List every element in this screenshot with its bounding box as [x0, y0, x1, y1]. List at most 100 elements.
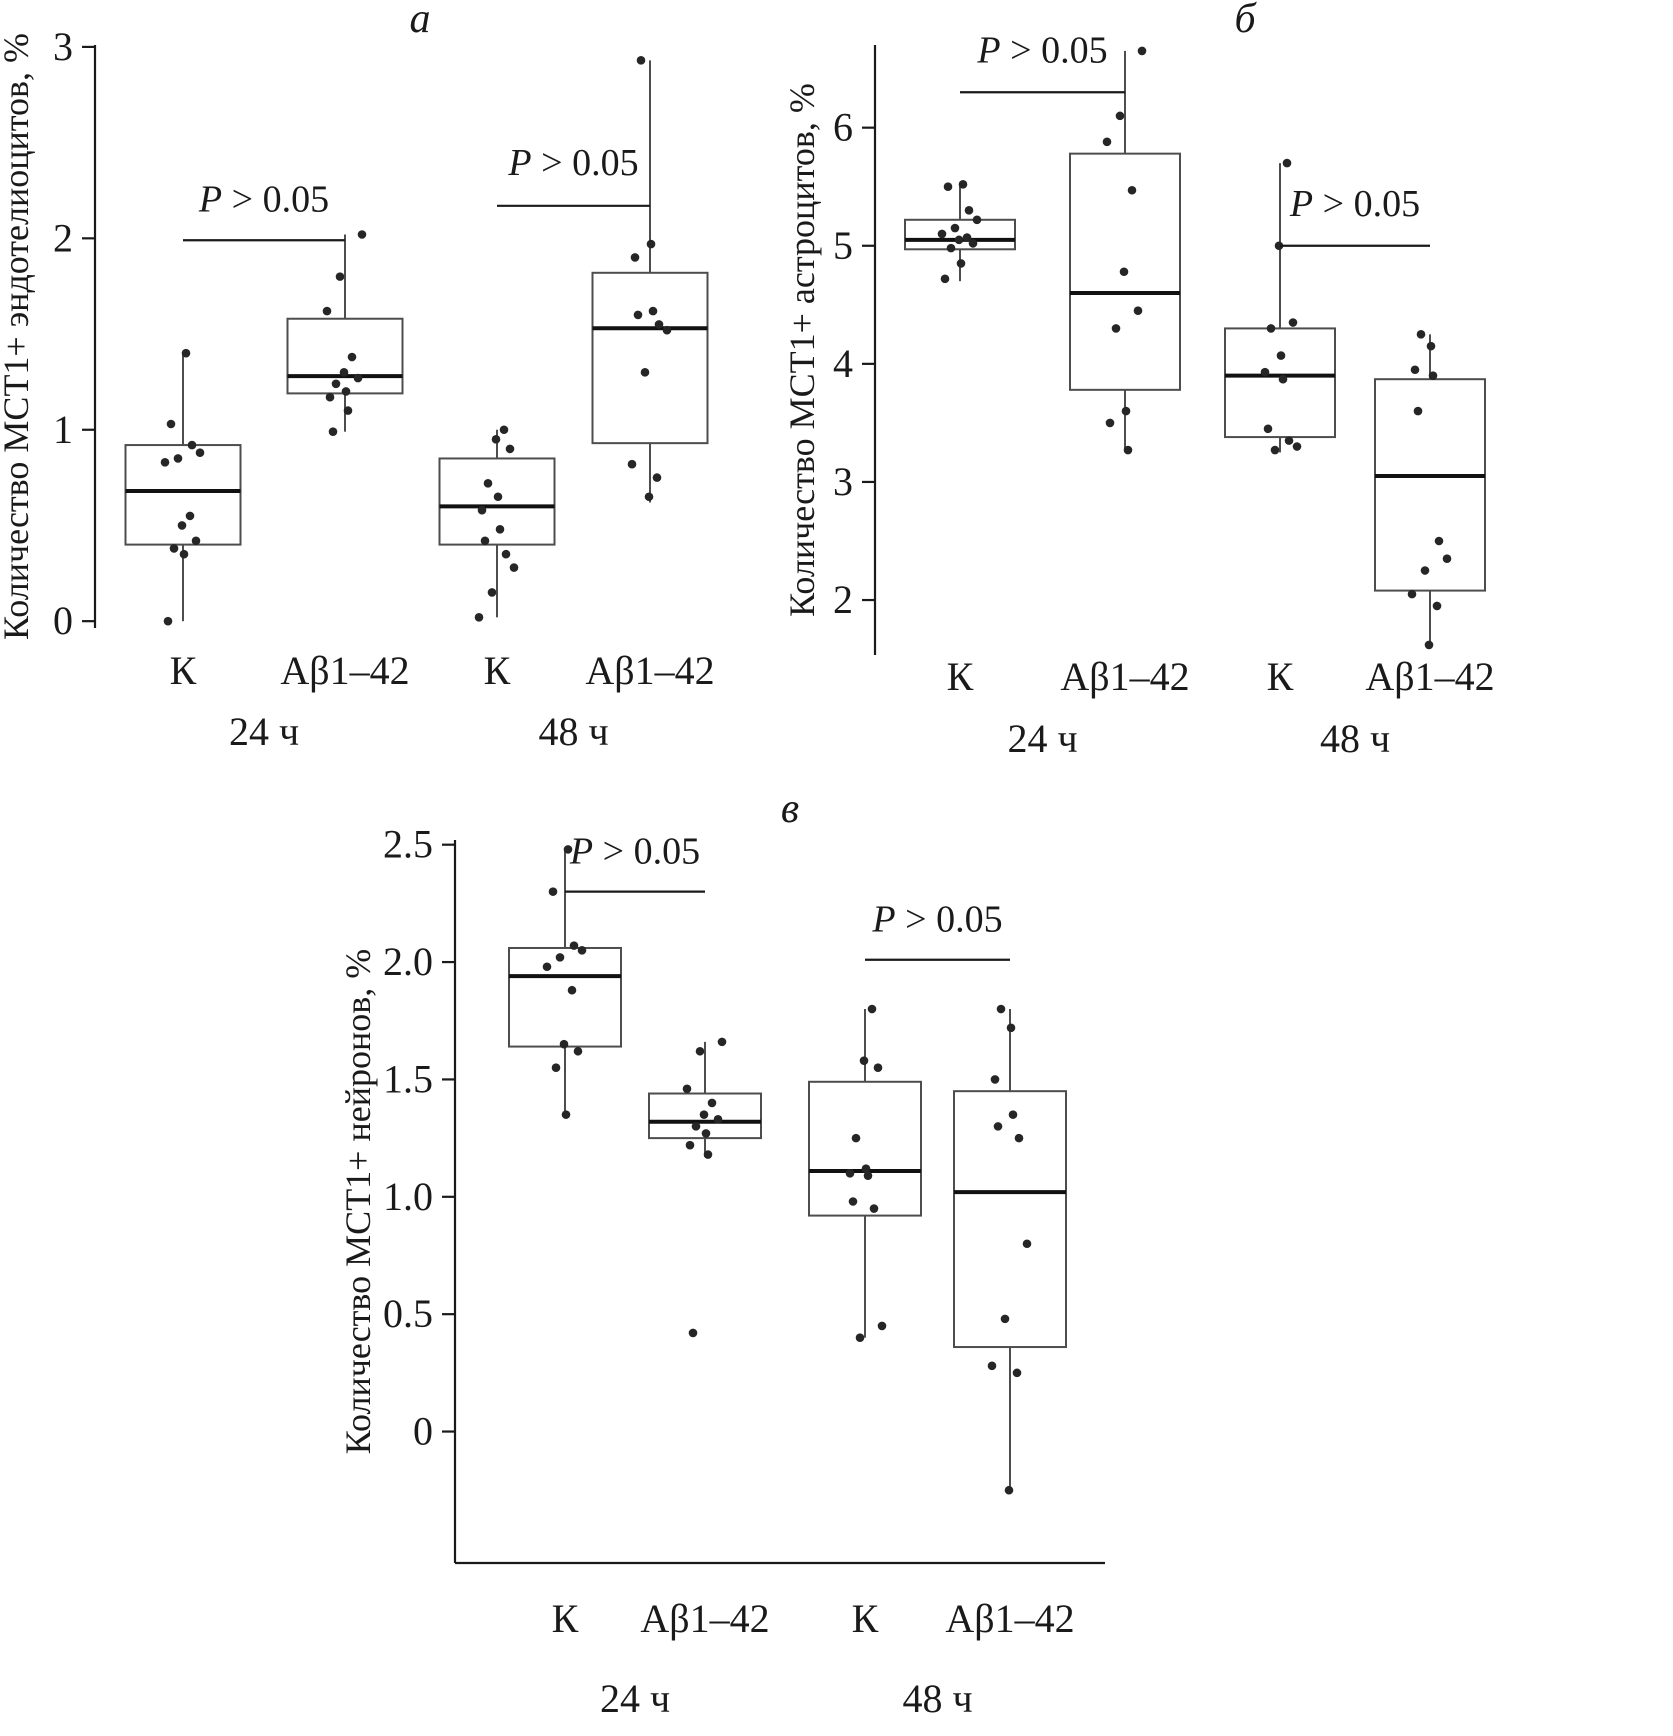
y-tick-label: 1.5 — [383, 1056, 433, 1101]
data-point — [996, 1004, 1006, 1014]
x-category-label: К — [484, 648, 511, 693]
data-point — [477, 505, 487, 515]
data-point — [1008, 1110, 1018, 1119]
data-point — [713, 1115, 723, 1124]
data-point — [1292, 442, 1302, 451]
data-point — [187, 440, 197, 450]
data-point — [1123, 445, 1133, 455]
x-category-label: Аβ1–42 — [1060, 654, 1189, 699]
data-point — [567, 985, 577, 995]
data-point — [347, 352, 357, 362]
data-point — [166, 419, 176, 429]
data-point — [160, 457, 170, 467]
data-point — [855, 1333, 865, 1342]
data-point — [173, 454, 183, 463]
box — [591, 271, 709, 445]
data-point — [1270, 445, 1280, 455]
data-point — [1102, 137, 1112, 147]
data-point — [1119, 267, 1129, 277]
y-axis-title: Количество МСТ1+ эндотелиоцитов, % — [0, 33, 36, 640]
data-point — [1426, 341, 1436, 351]
data-point — [701, 1129, 711, 1138]
data-point — [968, 239, 978, 248]
y-tick-label: 2.0 — [383, 939, 433, 984]
data-point — [644, 492, 654, 502]
y-tick-label: 3 — [53, 24, 73, 69]
x-category-label: Аβ1–42 — [280, 648, 409, 693]
data-point — [845, 1169, 855, 1178]
data-point — [328, 427, 338, 436]
box — [286, 317, 404, 395]
data-point — [1407, 589, 1417, 599]
data-point — [1282, 158, 1292, 168]
box — [808, 1080, 922, 1217]
data-point — [946, 243, 956, 253]
data-point — [1263, 424, 1273, 434]
y-tick-label: 1.0 — [383, 1174, 433, 1219]
data-point — [682, 1084, 692, 1094]
significance-text: P > 0.05 — [976, 30, 1107, 72]
data-point — [943, 182, 953, 192]
data-point — [648, 306, 658, 316]
data-point — [987, 1361, 997, 1371]
data-point — [1022, 1239, 1032, 1249]
data-point — [699, 1110, 709, 1119]
data-point — [956, 259, 966, 268]
data-point — [861, 1164, 871, 1173]
x-category-label: К — [852, 1596, 879, 1641]
data-point — [573, 1046, 583, 1056]
box — [508, 946, 622, 1048]
data-point — [177, 521, 187, 530]
data-point — [505, 444, 515, 454]
boxplot-panel-a: 0 1 2 3 Количество МСТ1+ эндотелиоцитов, % a К… — [0, 0, 715, 754]
data-point — [487, 588, 497, 597]
box — [953, 1090, 1067, 1349]
panel-label: в — [781, 786, 799, 832]
data-point — [940, 274, 950, 284]
data-point — [633, 310, 643, 320]
x-category-label: Аβ1–42 — [945, 1596, 1074, 1641]
data-point — [1127, 185, 1137, 195]
x-group-label: 48 ч — [1320, 716, 1390, 761]
panel-label: б — [1234, 0, 1257, 42]
data-point — [695, 1046, 705, 1056]
significance-text: P > 0.05 — [1289, 183, 1420, 225]
y-tick-label: 3 — [833, 459, 853, 504]
data-point — [993, 1122, 1003, 1131]
x-category-label: Аβ1–42 — [1365, 654, 1494, 699]
data-point — [990, 1075, 1000, 1084]
boxplot-panel-v: 0 0.5 1.0 1.5 2.0 2.5 Количество МСТ1+ нейроно… — [338, 786, 1105, 1721]
x-category-label: Аβ1–42 — [640, 1596, 769, 1641]
data-point — [691, 1122, 701, 1131]
data-point — [499, 425, 509, 435]
data-point — [561, 1110, 571, 1119]
data-point — [1266, 324, 1276, 333]
data-point — [851, 1133, 861, 1143]
data-point — [1274, 241, 1284, 251]
data-point — [1434, 536, 1444, 546]
data-point — [548, 887, 558, 896]
data-point — [491, 435, 501, 444]
y-tick-label: 0 — [413, 1409, 433, 1454]
data-point — [962, 233, 972, 242]
y-tick-label: 1 — [53, 407, 73, 452]
data-point — [325, 392, 335, 402]
y-tick-label: 4 — [833, 341, 853, 386]
significance-text: P > 0.05 — [871, 899, 1002, 941]
data-point — [1424, 640, 1434, 650]
data-point — [1105, 418, 1115, 428]
x-category-label: К — [947, 654, 974, 699]
data-point — [341, 387, 351, 396]
data-point — [688, 1328, 698, 1338]
data-point — [191, 536, 201, 546]
data-point — [357, 230, 367, 239]
data-point — [630, 253, 640, 262]
data-point — [703, 1150, 713, 1159]
y-axis-title: Количество МСТ1+ нейронов, % — [338, 949, 378, 1455]
data-point — [685, 1140, 695, 1150]
x-category-label: К — [552, 1596, 579, 1641]
data-point — [577, 946, 587, 955]
data-point — [1428, 371, 1438, 380]
data-point — [1410, 365, 1420, 375]
data-point — [331, 379, 341, 389]
